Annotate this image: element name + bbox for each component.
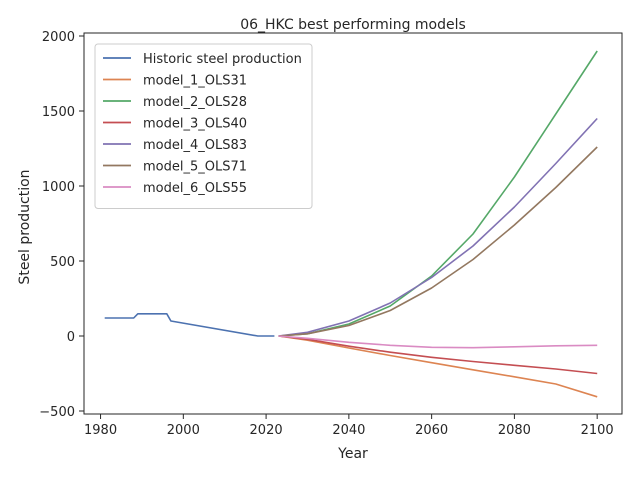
series-line-6 [278, 335, 598, 349]
series-line-4 [278, 117, 598, 337]
legend-label: model_6_OLS55 [143, 181, 247, 196]
series-line-3 [278, 335, 598, 375]
y-tick-label: 500 [50, 255, 75, 270]
x-tick-label: 2100 [581, 423, 614, 438]
y-tick-label: 0 [67, 330, 75, 345]
y-axis-title: Steel production [17, 169, 33, 284]
series-lines [104, 50, 598, 398]
legend-frame [94, 43, 313, 209]
x-axis: 1980 2000 2020 2040 2060 2080 2100 [84, 414, 614, 438]
x-axis-title: Year [337, 446, 368, 462]
x-tick-label: 1980 [84, 423, 117, 438]
legend-label: model_2_OLS28 [143, 95, 247, 110]
legend-label: model_1_OLS31 [143, 74, 247, 89]
legend-label: model_4_OLS83 [143, 138, 247, 153]
y-tick-label: 1000 [42, 180, 75, 195]
series-line-0 [104, 313, 275, 337]
legend-label: model_5_OLS71 [143, 160, 247, 175]
legend: Historic steel production model_1_OLS31mo… [94, 43, 313, 209]
y-tick-label: 1500 [42, 105, 75, 120]
x-tick-label: 2060 [415, 423, 448, 438]
x-tick-label: 2080 [498, 423, 531, 438]
series-line-5 [278, 146, 598, 337]
chart-title: 06_HKC best performing models [240, 17, 466, 33]
series-line-1 [278, 335, 598, 398]
x-tick-label: 2000 [167, 423, 200, 438]
y-tick-label: −500 [39, 405, 75, 420]
x-tick-label: 2040 [332, 423, 365, 438]
y-tick-label: 2000 [42, 30, 75, 45]
x-tick-label: 2020 [250, 423, 283, 438]
legend-label: Historic steel production [143, 52, 302, 67]
legend-label: model_3_OLS40 [143, 117, 247, 132]
y-axis: −500 0 500 1000 1500 2000 [39, 30, 84, 420]
